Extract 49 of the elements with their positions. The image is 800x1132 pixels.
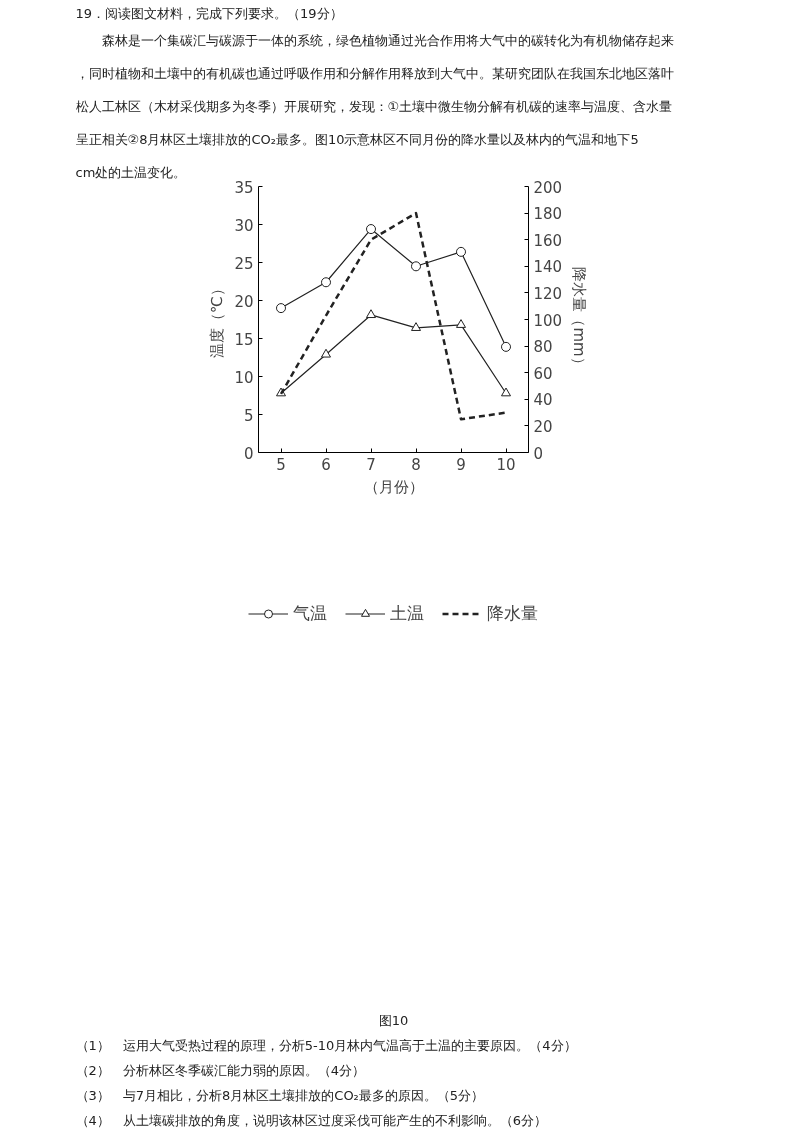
text: （2） 分析林区冬季碳汇能力弱的原因。（4分） — [75, 1062, 366, 1078]
y2-tick-label: 60 — [533, 364, 553, 383]
point — [411, 261, 421, 272]
point — [276, 303, 286, 314]
point — [366, 309, 376, 319]
point — [411, 322, 421, 331]
x-tick-label: 10 — [496, 455, 516, 474]
y2-tick-label: 160 — [533, 231, 563, 250]
point — [456, 319, 466, 328]
point — [321, 348, 331, 358]
y2-tick-label: 0 — [533, 444, 544, 463]
x-tick-label: 8 — [411, 455, 421, 474]
y2-tick-label: 200 — [533, 178, 563, 197]
text: （3） 与7月相比，分析8月林区土壤排放的CO₂最多的原因。（5分） — [75, 1087, 485, 1103]
y-axis-title: 温度（℃） — [208, 281, 227, 358]
x-tick-label: 6 — [321, 455, 331, 474]
point — [366, 224, 376, 235]
point — [321, 277, 331, 288]
legend-label: 降水量 — [487, 601, 538, 625]
y-tick-label: 35 — [234, 178, 254, 197]
y2-tick-label: 140 — [533, 258, 563, 277]
y-tick-label: 15 — [234, 330, 254, 349]
y-tick-label: 5 — [243, 406, 254, 425]
y-tick-label: 20 — [234, 292, 254, 311]
y2-tick-label: 120 — [533, 284, 563, 303]
y2-tick-label: 20 — [533, 417, 553, 436]
chart-title: 19．阅读图文材料，完成下列要求。（19分） — [75, 5, 343, 21]
text: 森林是一个集碳汇与碳源于一体的系统，绿色植物通过光合作用将大气中的碳转化为有机物储存起来，同时植物和土壤中的有机碳也通过呼吸作用和分解作用释放到大气中。某研究团队在我国东北地区落叶松人工林区（木材采伐期多为冬季）开展研究，发现：①土壤中微生物分解有机碳的速率与温度、含水量呈正相关②8月林区土壤排放的CO₂最多。图10示意林区不同月份的降水量以及林内的气温和地下5cm处的土温变化。 — [75, 32, 674, 180]
text: （4） 从土壤碳排放的角度，说明该林区过度采伐可能产生的不利影响。（6分） — [75, 1112, 548, 1128]
y-tick-label: 10 — [234, 368, 254, 387]
y-tick-label: 0 — [243, 444, 254, 463]
x-axis-title: （月份） — [363, 477, 424, 496]
x-tick-label: 5 — [276, 455, 286, 474]
point — [501, 341, 511, 352]
y2-tick-label: 40 — [533, 391, 553, 410]
y-tick-label: 25 — [234, 254, 254, 273]
y2-tick-label: 180 — [533, 205, 563, 224]
point — [456, 246, 466, 257]
y2-axis-title: 降水量（mm） — [570, 267, 589, 372]
y2-tick-label: 100 — [533, 311, 563, 330]
text: （1） 运用大气受热过程的原理，分析5-10月林内气温高于土温的主要原因。（4分） — [75, 1037, 577, 1053]
x-tick-label: 9 — [456, 455, 466, 474]
caption: 图10 — [378, 1012, 409, 1028]
y-tick-label: 30 — [234, 216, 254, 235]
y2-tick-label: 80 — [533, 338, 553, 357]
x-tick-label: 7 — [366, 455, 376, 474]
legend-label: 土温 — [390, 601, 424, 625]
legend-label: 气温 — [293, 601, 327, 625]
point — [501, 387, 511, 397]
